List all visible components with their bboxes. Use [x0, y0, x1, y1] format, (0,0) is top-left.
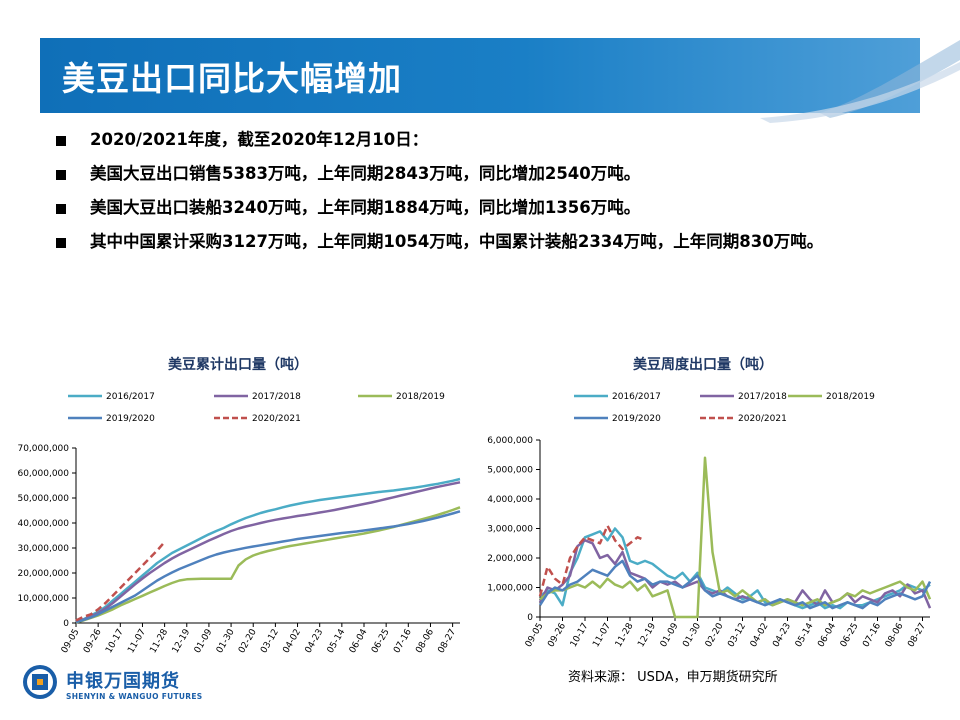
y-tick-label: 1,000,000	[487, 584, 533, 594]
cumulative-export-chart: 美豆累计出口量（吨） 2016/2017 2017/2018 2018/2019 201…	[17, 356, 461, 656]
x-tick-label: 01-30	[681, 621, 703, 649]
x-tick-label: 11-07	[126, 628, 148, 656]
y-tick-label: 30,000,000	[17, 544, 69, 554]
x-tick-label: 02-20	[237, 627, 259, 655]
bullet-item: 2020/2021年度，截至2020年12月10日：	[56, 126, 916, 154]
x-tick-label: 09-05	[524, 622, 546, 650]
x-tick-label: 06-04	[816, 621, 838, 649]
legend-label: 2019/2020	[106, 414, 155, 424]
y-tick-label: 5,000,000	[487, 466, 533, 476]
company-logo: 申银万国期货 SHENYIN & WANGUO FUTURES	[22, 664, 222, 708]
chart-title: 美豆累计出口量（吨）	[168, 356, 308, 373]
y-tick-label: 20,000,000	[17, 569, 69, 579]
x-tick-label: 06-25	[839, 622, 861, 650]
y-tick-label: 6,000,000	[487, 436, 533, 446]
legend-label: 2020/2021	[738, 414, 787, 424]
y-tick-label: 3,000,000	[487, 525, 533, 535]
bullet-item: 美国大豆出口装船3240万吨，上年同期1884万吨，同比增加1356万吨。	[56, 194, 916, 222]
x-tick-label: 07-16	[861, 621, 883, 649]
x-tick-label: 01-30	[215, 627, 237, 655]
series-line	[75, 510, 461, 624]
x-tick-label: 04-23	[304, 628, 326, 656]
y-tick-label: 4,000,000	[487, 495, 533, 505]
logo-name-cn: 申银万国期货	[66, 671, 180, 692]
y-tick-label: 60,000,000	[17, 469, 69, 479]
series-line	[75, 481, 461, 624]
bullet-item: 美国大豆出口销售5383万吨，上年同期2843万吨，同比增加2540万吨。	[56, 160, 916, 188]
y-tick-label: 10,000,000	[17, 594, 69, 604]
x-tick-label: 08-27	[436, 628, 458, 656]
x-tick-label: 09-26	[546, 621, 568, 649]
source-note: 资料来源： USDA，申万期货研究所	[568, 670, 778, 685]
x-tick-label: 06-04	[348, 627, 370, 655]
series-line	[538, 559, 932, 610]
x-tick-label: 08-06	[884, 621, 906, 649]
y-tick-label: 0	[63, 619, 69, 629]
y-tick-label: 0	[527, 613, 533, 623]
bullet-list: 2020/2021年度，截至2020年12月10日： 美国大豆出口销售5383万…	[56, 126, 916, 262]
weekly-export-chart: 美豆周度出口量（吨） 2016/2017 2017/2018 2018/2019 201…	[487, 356, 932, 650]
x-tick-label: 10-17	[569, 622, 591, 650]
bullet-square-icon	[56, 170, 66, 180]
x-tick-label: 11-07	[591, 622, 613, 650]
x-tick-label: 11-28	[148, 627, 170, 655]
x-tick-label: 07-16	[392, 627, 414, 655]
x-tick-label: 02-20	[704, 621, 726, 649]
logo-mark-icon	[23, 665, 57, 699]
y-tick-label: 40,000,000	[17, 519, 69, 529]
page-title: 美豆出口同比大幅增加	[62, 59, 402, 98]
bullet-text: 其中中国累计采购3127万吨，上年同期1054万吨，中国累计装船2334万吨，上…	[90, 232, 824, 251]
bullet-text: 2020/2021年度，截至2020年12月10日：	[90, 130, 429, 149]
x-tick-label: 04-23	[771, 622, 793, 650]
series-line	[539, 527, 931, 610]
bullet-text: 美国大豆出口销售5383万吨，上年同期2843万吨，同比增加2540万吨。	[90, 164, 641, 183]
series-line	[75, 541, 166, 622]
x-tick-label: 04-02	[749, 622, 771, 650]
legend-label: 2016/2017	[612, 392, 661, 402]
legend-label: 2017/2018	[252, 392, 301, 402]
bullet-square-icon	[56, 204, 66, 214]
x-tick-label: 09-26	[82, 627, 104, 655]
series-line	[539, 456, 932, 619]
y-tick-label: 70,000,000	[17, 444, 69, 454]
legend-label: 2020/2021	[252, 414, 301, 424]
bullet-text: 美国大豆出口装船3240万吨，上年同期1884万吨，同比增加1356万吨。	[90, 198, 641, 217]
x-tick-label: 12-19	[171, 627, 193, 655]
bullet-square-icon	[56, 136, 66, 146]
x-tick-label: 05-14	[326, 627, 348, 655]
legend-label: 2019/2020	[612, 414, 661, 424]
legend-label: 2018/2019	[826, 392, 875, 402]
y-tick-label: 2,000,000	[487, 554, 533, 564]
bullet-item: 其中中国累计采购3127万吨，上年同期1054万吨，中国累计装船2334万吨，上…	[56, 228, 916, 256]
logo-name-en: SHENYIN & WANGUO FUTURES	[66, 692, 203, 701]
x-tick-label: 08-27	[906, 622, 928, 650]
x-tick-label: 01-09	[659, 621, 681, 649]
y-tick-label: 50,000,000	[17, 494, 69, 504]
x-tick-label: 10-17	[104, 628, 126, 656]
x-tick-label: 09-05	[60, 628, 82, 656]
series-line	[538, 524, 646, 597]
x-tick-label: 03-12	[259, 628, 281, 656]
bullet-square-icon	[56, 238, 66, 248]
x-tick-label: 05-14	[794, 621, 816, 649]
legend-label: 2016/2017	[106, 392, 155, 402]
legend-label: 2017/2018	[738, 392, 787, 402]
x-tick-label: 08-06	[414, 627, 436, 655]
chart-title: 美豆周度出口量（吨）	[633, 356, 773, 373]
x-tick-label: 06-25	[370, 628, 392, 656]
x-tick-label: 01-09	[193, 627, 215, 655]
x-tick-label: 11-28	[614, 621, 636, 649]
x-tick-label: 04-02	[281, 628, 303, 656]
series-line	[75, 477, 461, 623]
legend-label: 2018/2019	[396, 392, 445, 402]
series-line	[538, 539, 932, 609]
x-tick-label: 03-12	[726, 622, 748, 650]
x-tick-label: 12-19	[636, 621, 658, 649]
